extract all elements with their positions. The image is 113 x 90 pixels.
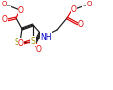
Text: NH: NH xyxy=(40,32,51,41)
Text: O: O xyxy=(36,44,42,53)
Text: S: S xyxy=(14,38,19,47)
Text: —: — xyxy=(82,2,89,8)
Text: O: O xyxy=(86,1,91,7)
Text: O: O xyxy=(70,4,76,14)
Text: O: O xyxy=(1,1,7,7)
Text: O: O xyxy=(2,14,8,23)
Text: O: O xyxy=(18,39,24,48)
Text: —: — xyxy=(4,2,10,8)
Text: O: O xyxy=(77,20,83,29)
Text: O: O xyxy=(18,5,24,14)
Text: S: S xyxy=(30,37,35,46)
